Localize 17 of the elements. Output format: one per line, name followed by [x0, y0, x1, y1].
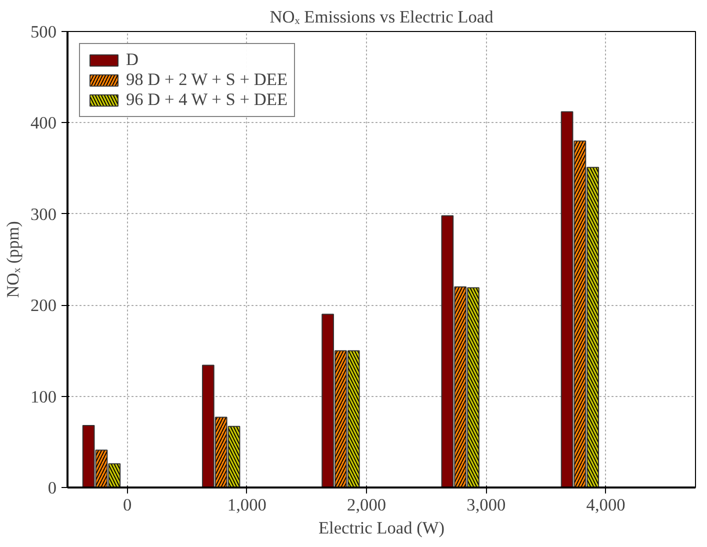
x-axis-title: Electric Load (W): [318, 518, 445, 538]
y-tick-label: 500: [30, 22, 57, 42]
legend-label: 96 D + 4 W + S + DEE: [126, 90, 288, 110]
x-tick-label: 4,000: [586, 496, 626, 514]
y-tick-label: 300: [30, 204, 57, 224]
y-axis-title: NOₓ (ppm): [4, 220, 23, 298]
x-tick-label: 1,000: [227, 496, 266, 514]
legend-label: 98 D + 2 W + S + DEE: [126, 70, 288, 90]
x-tick-label: 2,000: [347, 496, 386, 514]
y-tick-label: 0: [48, 478, 57, 498]
x-tick-label: 3,000: [466, 496, 506, 514]
legend-label: D: [126, 50, 140, 70]
y-tick-label: 400: [30, 114, 57, 133]
chart-title: NOₓ Emissions vs Electric Load: [270, 8, 494, 26]
x-tick-label: 0: [122, 496, 132, 514]
y-tick-label: 200: [30, 296, 57, 316]
y-tick-label: 100: [30, 387, 57, 406]
